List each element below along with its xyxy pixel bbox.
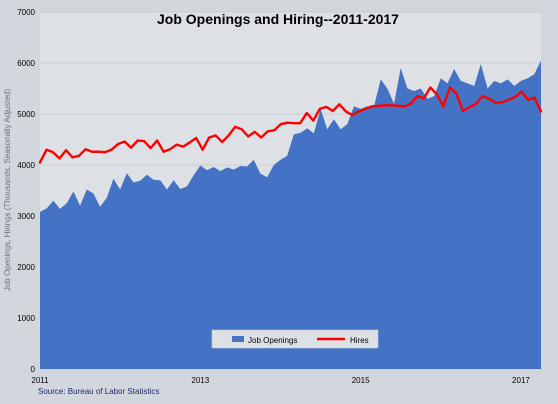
chart-title: Job Openings and Hiring--2011-2017 (157, 11, 399, 27)
job-openings-area-group (40, 60, 541, 369)
legend: Job Openings Hires (211, 329, 379, 349)
y-tick-label-3000: 3000 (17, 212, 35, 221)
y-axis-tick-labels: 0 1000 2000 3000 4000 5000 6000 7000 (17, 8, 35, 374)
x-axis-tick-labels: 2011 2013 2015 2017 (31, 376, 530, 385)
hires-line-group (38, 86, 543, 164)
y-tick-label-1000: 1000 (17, 314, 35, 323)
y-tick-label-6000: 6000 (17, 59, 35, 68)
y-tick-label-4000: 4000 (17, 161, 35, 170)
y-tick-label-5000: 5000 (17, 110, 35, 119)
legend-label-job-openings: Job Openings (248, 336, 297, 345)
x-tick-label-2011: 2011 (31, 376, 49, 385)
hires-line (38, 86, 543, 164)
source-note: Source: Bureau of Labor Statistics (38, 387, 159, 396)
legend-label-hires: Hires (350, 336, 369, 345)
y-axis-label: Job Openings, Hirings (Thousands, Season… (3, 89, 12, 292)
y-tick-label-7000: 7000 (17, 8, 35, 17)
legend-swatch-job-openings (232, 336, 244, 342)
legend-box (211, 329, 379, 349)
x-tick-label-2015: 2015 (352, 376, 370, 385)
y-tick-label-2000: 2000 (17, 263, 35, 272)
x-tick-label-2013: 2013 (191, 376, 209, 385)
y-tick-label-0: 0 (31, 365, 36, 374)
job-openings-area (40, 60, 541, 369)
x-tick-label-2017: 2017 (512, 376, 530, 385)
